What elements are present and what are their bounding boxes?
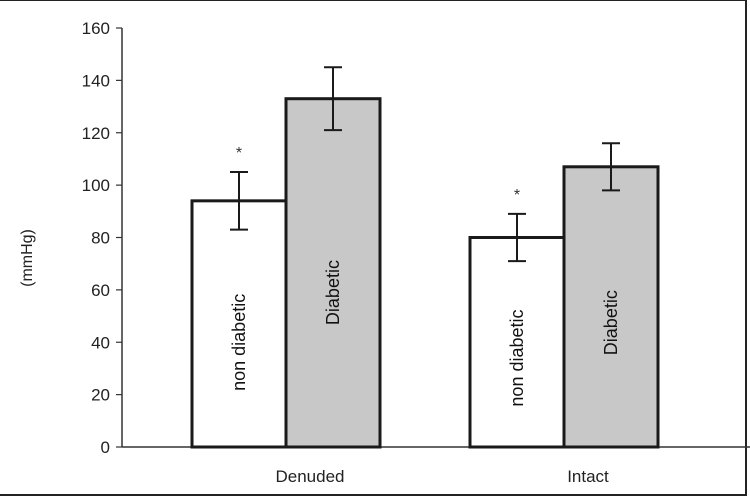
y-tick-label: 40 bbox=[91, 333, 110, 352]
bars bbox=[190, 97, 660, 449]
y-tick-label: 100 bbox=[82, 176, 110, 195]
bar-series-label: Diabetic bbox=[323, 260, 343, 325]
y-tick-label: 140 bbox=[82, 71, 110, 90]
y-ticks: 0 20 40 60 80 100 120 140 160 bbox=[82, 19, 122, 457]
category-labels: Denuded Intact bbox=[275, 467, 609, 486]
y-tick-label: 20 bbox=[91, 386, 110, 405]
error-bars bbox=[230, 66, 620, 263]
significance-marker: * bbox=[514, 187, 520, 204]
significance-marker: * bbox=[236, 145, 242, 162]
category-label: Intact bbox=[567, 467, 609, 486]
bar-non-diabetic bbox=[190, 199, 288, 449]
y-tick-label: 60 bbox=[91, 281, 110, 300]
bar-series-label: non diabetic bbox=[507, 309, 527, 406]
y-tick-label: 160 bbox=[82, 19, 110, 38]
bar-labels: * non diabetic Diabetic * non diabetic Diabet… bbox=[229, 145, 621, 407]
y-tick-label: 80 bbox=[91, 229, 110, 248]
y-axis-label: (mmHg) bbox=[19, 229, 36, 287]
bar-series-label: non diabetic bbox=[229, 294, 249, 391]
bar-series-label: Diabetic bbox=[601, 290, 621, 355]
category-label: Denuded bbox=[275, 467, 344, 486]
y-tick-label: 0 bbox=[101, 438, 110, 457]
y-tick-label: 120 bbox=[82, 124, 110, 143]
